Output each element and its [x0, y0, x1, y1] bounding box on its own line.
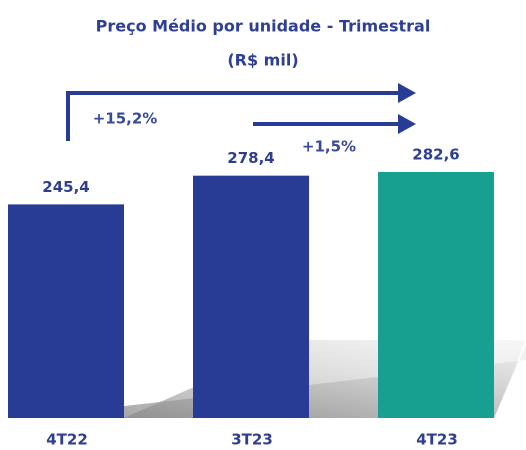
x-tick-label: 4T22 — [46, 431, 88, 449]
bar — [8, 204, 124, 418]
chart-title: Preço Médio por unidade - Trimestral — [96, 17, 431, 36]
x-tick-label: 4T23 — [416, 431, 458, 449]
bar — [378, 172, 494, 418]
value-label: 278,4 — [227, 149, 274, 167]
annotation: +15,2% — [93, 110, 158, 128]
arrowhead — [398, 114, 416, 134]
value-label: 282,6 — [412, 146, 459, 164]
arrowhead — [398, 83, 416, 103]
chart-subtitle: (R$ mil) — [227, 51, 298, 70]
x-tick-label: 3T23 — [231, 431, 273, 449]
bar — [193, 175, 309, 418]
arrow — [66, 91, 400, 141]
annotation: +1,5% — [302, 138, 356, 156]
value-label: 245,4 — [42, 178, 89, 196]
